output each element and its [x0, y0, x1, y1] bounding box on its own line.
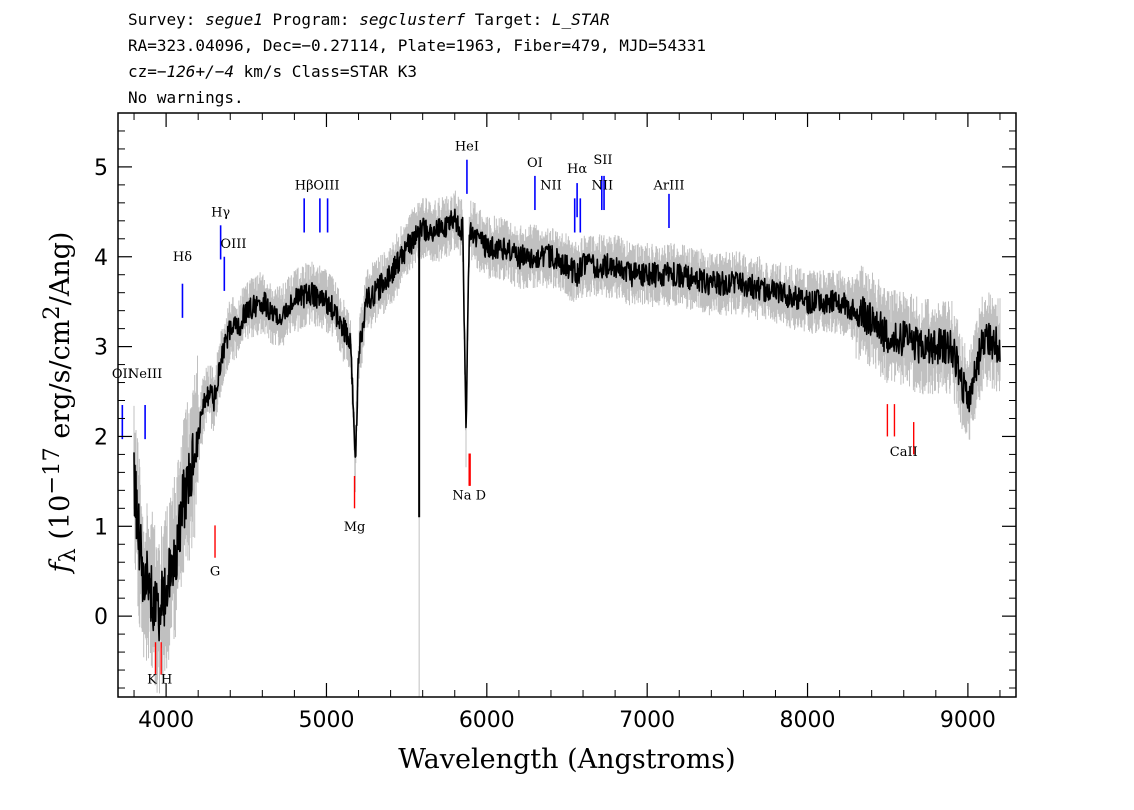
header-line-1: Survey: segue1 Program: segclusterf Targ…: [128, 10, 610, 30]
absorption-label-3: Na D: [452, 488, 486, 503]
header-target-label: Target:: [465, 10, 552, 29]
x-tick-label-0: 4000: [138, 708, 194, 733]
header-line-4: No warnings.: [128, 88, 244, 107]
absorption-label-0: K H: [147, 673, 172, 688]
emission-label-1: NeIII: [128, 367, 162, 382]
header-program-value: segclusterf: [359, 10, 466, 29]
emission-label-9: NII: [540, 178, 562, 193]
x-tick-label-5: 9000: [940, 708, 996, 733]
emission-label-6: OIII: [313, 178, 339, 193]
flux-series: [133, 208, 1001, 642]
y-axis-label: fλ (10−17 erg/s/cm2/Ang): [38, 231, 82, 573]
emission-label-3: Hγ: [211, 205, 230, 220]
emission-label-10: Hα: [567, 162, 587, 177]
header-line-2: RA=323.04096, Dec=−0.27114, Plate=1963, …: [128, 36, 706, 55]
emission-label-8: OI: [527, 156, 543, 171]
absorption-label-4: CaII: [890, 445, 918, 460]
y-tick-label-4: 4: [94, 246, 108, 271]
x-axis-label: Wavelength (Angstroms): [398, 744, 736, 775]
emission-label-7: HeI: [455, 140, 479, 155]
absorption-label-2: Mg: [344, 520, 366, 535]
absorption-label-1: G: [210, 565, 220, 580]
emission-label-4: OIII: [220, 237, 246, 252]
header-cz-label: cz=: [128, 62, 157, 81]
y-tick-label-2: 2: [94, 425, 108, 450]
header-survey-label: Survey:: [128, 10, 206, 29]
y-tick-label-1: 1: [94, 515, 108, 540]
x-tick-label-2: 6000: [459, 708, 515, 733]
emission-label-12: SII: [593, 153, 612, 168]
x-tick-label-1: 5000: [298, 708, 354, 733]
header-cz-value: −126+/−4: [156, 62, 234, 81]
header-program-label: Program:: [262, 10, 360, 29]
header-class: km/s Class=STAR K3: [233, 62, 417, 81]
y-tick-label-3: 3: [94, 336, 108, 361]
emission-label-2: Hδ: [173, 250, 192, 265]
header-target-value: L_STAR: [551, 10, 610, 29]
emission-label-13: ArIII: [652, 178, 684, 193]
plot-frame: [117, 112, 1017, 698]
emission-label-11: NII: [591, 178, 613, 193]
x-tick-label-4: 8000: [780, 708, 836, 733]
x-tick-label-3: 7000: [619, 708, 675, 733]
emission-label-5: Hβ: [295, 178, 314, 193]
y-tick-label-0: 0: [94, 605, 108, 630]
header-survey-value: segue1: [205, 10, 263, 29]
header-line-3: cz=−126+/−4 km/s Class=STAR K3: [128, 62, 417, 82]
y-tick-label-5: 5: [94, 156, 108, 181]
emission-label-0: OII: [112, 367, 133, 382]
